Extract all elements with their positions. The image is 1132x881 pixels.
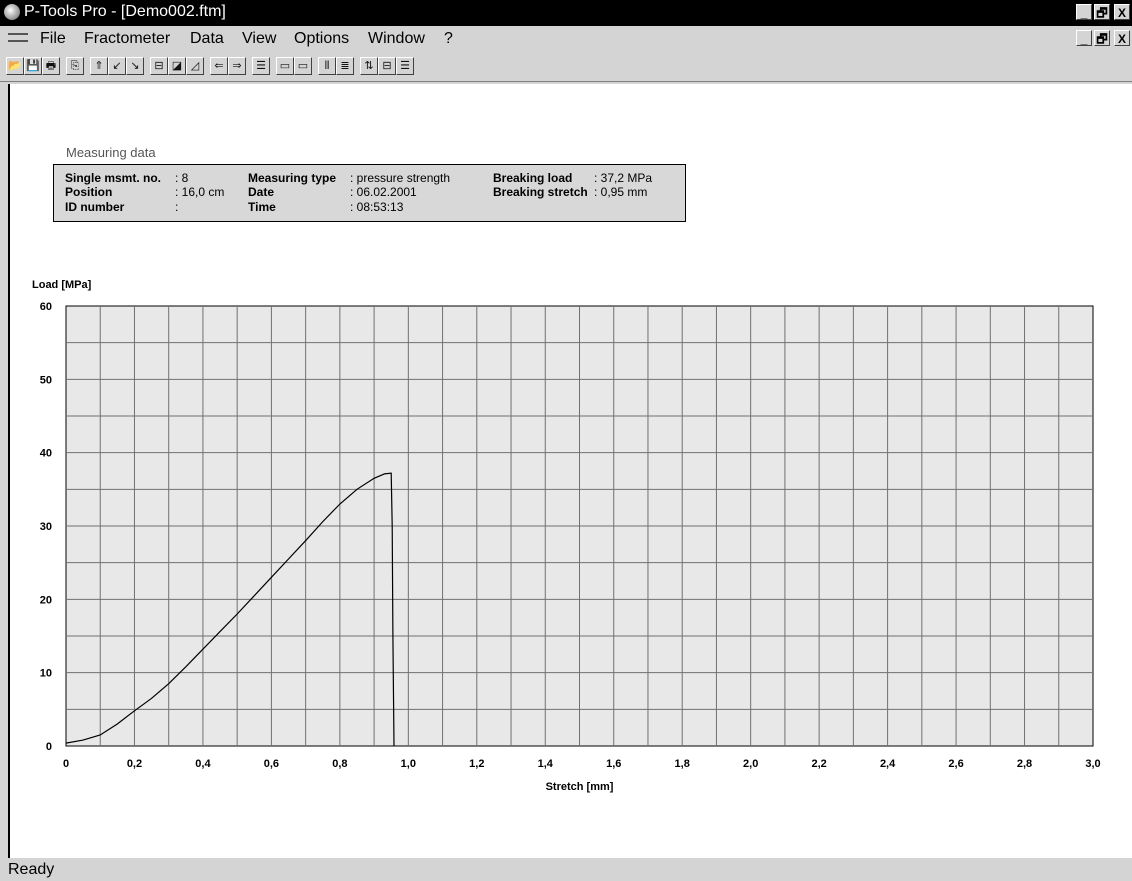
doc-close-button[interactable]: X (1114, 30, 1130, 46)
time-label: Time (248, 200, 276, 214)
x-tick-label: 1,0 (401, 758, 416, 770)
y-tick-label: 50 (40, 374, 52, 386)
x-tick-label: 1,4 (538, 758, 554, 770)
breaking-stretch-value: : 0,95 mm (594, 185, 648, 199)
toolbar: 📂 💾 🖶 ⎘ ⇑ ↙ ↘ ⊟ ◪ ◿ ⇐ ⇒ ☰ ▭ ▭ ⦀ ≣ ⇅ ⊟ ☰ (0, 52, 1132, 82)
export-icon[interactable]: ↘ (126, 57, 144, 75)
y-tick-label: 30 (40, 521, 52, 533)
id-number-label: ID number (65, 200, 125, 214)
x-tick-label: 2,0 (743, 758, 758, 770)
window-title: P-Tools Pro - [Demo002.ftm] (24, 3, 226, 20)
copy-icon[interactable]: ⎘ (66, 57, 84, 75)
doc-restore-button[interactable]: 🗗 (1094, 30, 1110, 46)
menu-help[interactable]: ? (444, 30, 453, 47)
print-icon[interactable]: 🖶 (42, 57, 60, 75)
rows-icon[interactable]: ≣ (336, 57, 354, 75)
x-axis-label: Stretch [mm] (546, 781, 614, 793)
x-tick-label: 0,2 (127, 758, 142, 770)
date-label: Date (248, 185, 275, 199)
x-tick-label: 1,8 (675, 758, 690, 770)
menu-data[interactable]: Data (190, 30, 224, 47)
menu-options[interactable]: Options (294, 30, 350, 47)
display-b-icon[interactable]: ▭ (294, 57, 312, 75)
y-tick-label: 60 (40, 301, 52, 313)
sort-icon[interactable]: ⇅ (360, 57, 378, 75)
y-tick-label: 10 (40, 668, 52, 680)
menu-view[interactable]: View (242, 30, 277, 47)
y-tick-label: 20 (40, 594, 52, 606)
x-tick-label: 2,6 (948, 758, 963, 770)
graph-icon[interactable]: ◿ (186, 57, 204, 75)
position-label: Position (65, 185, 113, 199)
measuring-type-value: : pressure strength (350, 171, 451, 185)
save-icon[interactable]: 💾 (24, 57, 42, 75)
chart-icon[interactable]: ◪ (168, 57, 186, 75)
display-a-icon[interactable]: ▭ (276, 57, 294, 75)
menu-bar: File Fractometer Data View Options Windo… (0, 26, 1132, 51)
status-text: Ready (8, 861, 55, 878)
columns-icon[interactable]: ⦀ (318, 57, 336, 75)
time-value: : 08:53:13 (350, 200, 404, 214)
load-curve (65, 472, 395, 747)
menu-window[interactable]: Window (368, 30, 425, 47)
single-msmt-value: : 8 (175, 171, 189, 185)
close-button[interactable]: X (1114, 4, 1130, 20)
x-tick-label: 0,4 (195, 758, 211, 770)
layout-icon[interactable]: ⊟ (378, 57, 396, 75)
arrow-right-icon[interactable]: ⇒ (228, 57, 246, 75)
list-icon[interactable]: ☰ (396, 57, 414, 75)
id-number-value: : (175, 200, 179, 214)
menu-file[interactable]: File (40, 30, 66, 47)
date-value: : 06.02.2001 (350, 185, 417, 199)
measure-icon[interactable]: ⊟ (150, 57, 168, 75)
menu-fractometer[interactable]: Fractometer (84, 30, 171, 47)
arrow-left-icon[interactable]: ⇐ (210, 57, 228, 75)
status-bar: Ready (0, 858, 1132, 881)
import-icon[interactable]: ↙ (108, 57, 126, 75)
measuring-type-label: Measuring type (248, 171, 337, 185)
minimize-button[interactable]: _ (1076, 4, 1092, 20)
document-icon[interactable] (8, 33, 28, 42)
x-tick-label: 1,2 (469, 758, 484, 770)
y-axis-label: Load [MPa] (32, 279, 92, 291)
x-tick-label: 2,8 (1017, 758, 1032, 770)
doc-minimize-button[interactable]: _ (1076, 30, 1092, 46)
app-icon[interactable] (4, 4, 20, 20)
y-tick-label: 40 (40, 448, 52, 460)
open-icon[interactable]: 📂 (6, 57, 24, 75)
restore-button[interactable]: 🗗 (1094, 4, 1110, 20)
breaking-stretch-label: Breaking stretch (493, 185, 588, 199)
x-tick-label: 0,8 (332, 758, 347, 770)
measuring-data-title: Measuring data (66, 145, 156, 160)
position-value: : 16,0 cm (175, 185, 225, 199)
x-tick-label: 2,2 (811, 758, 826, 770)
x-tick-label: 2,4 (880, 758, 896, 770)
table-icon[interactable]: ☰ (252, 57, 270, 75)
breaking-load-label: Breaking load (493, 171, 573, 185)
x-tick-label: 3,0 (1085, 758, 1100, 770)
title-bar: P-Tools Pro - [Demo002.ftm] _ 🗗 X (0, 0, 1132, 26)
upload-icon[interactable]: ⇑ (90, 57, 108, 75)
measuring-data-panel: Single msmt. no. : 8 Position : 16,0 cm … (53, 164, 686, 222)
y-tick-label: 0 (46, 741, 52, 753)
x-tick-label: 0 (63, 758, 69, 770)
single-msmt-label: Single msmt. no. (65, 171, 162, 185)
breaking-load-value: : 37,2 MPa (594, 171, 653, 185)
x-tick-label: 0,6 (264, 758, 279, 770)
x-tick-label: 1,6 (606, 758, 621, 770)
